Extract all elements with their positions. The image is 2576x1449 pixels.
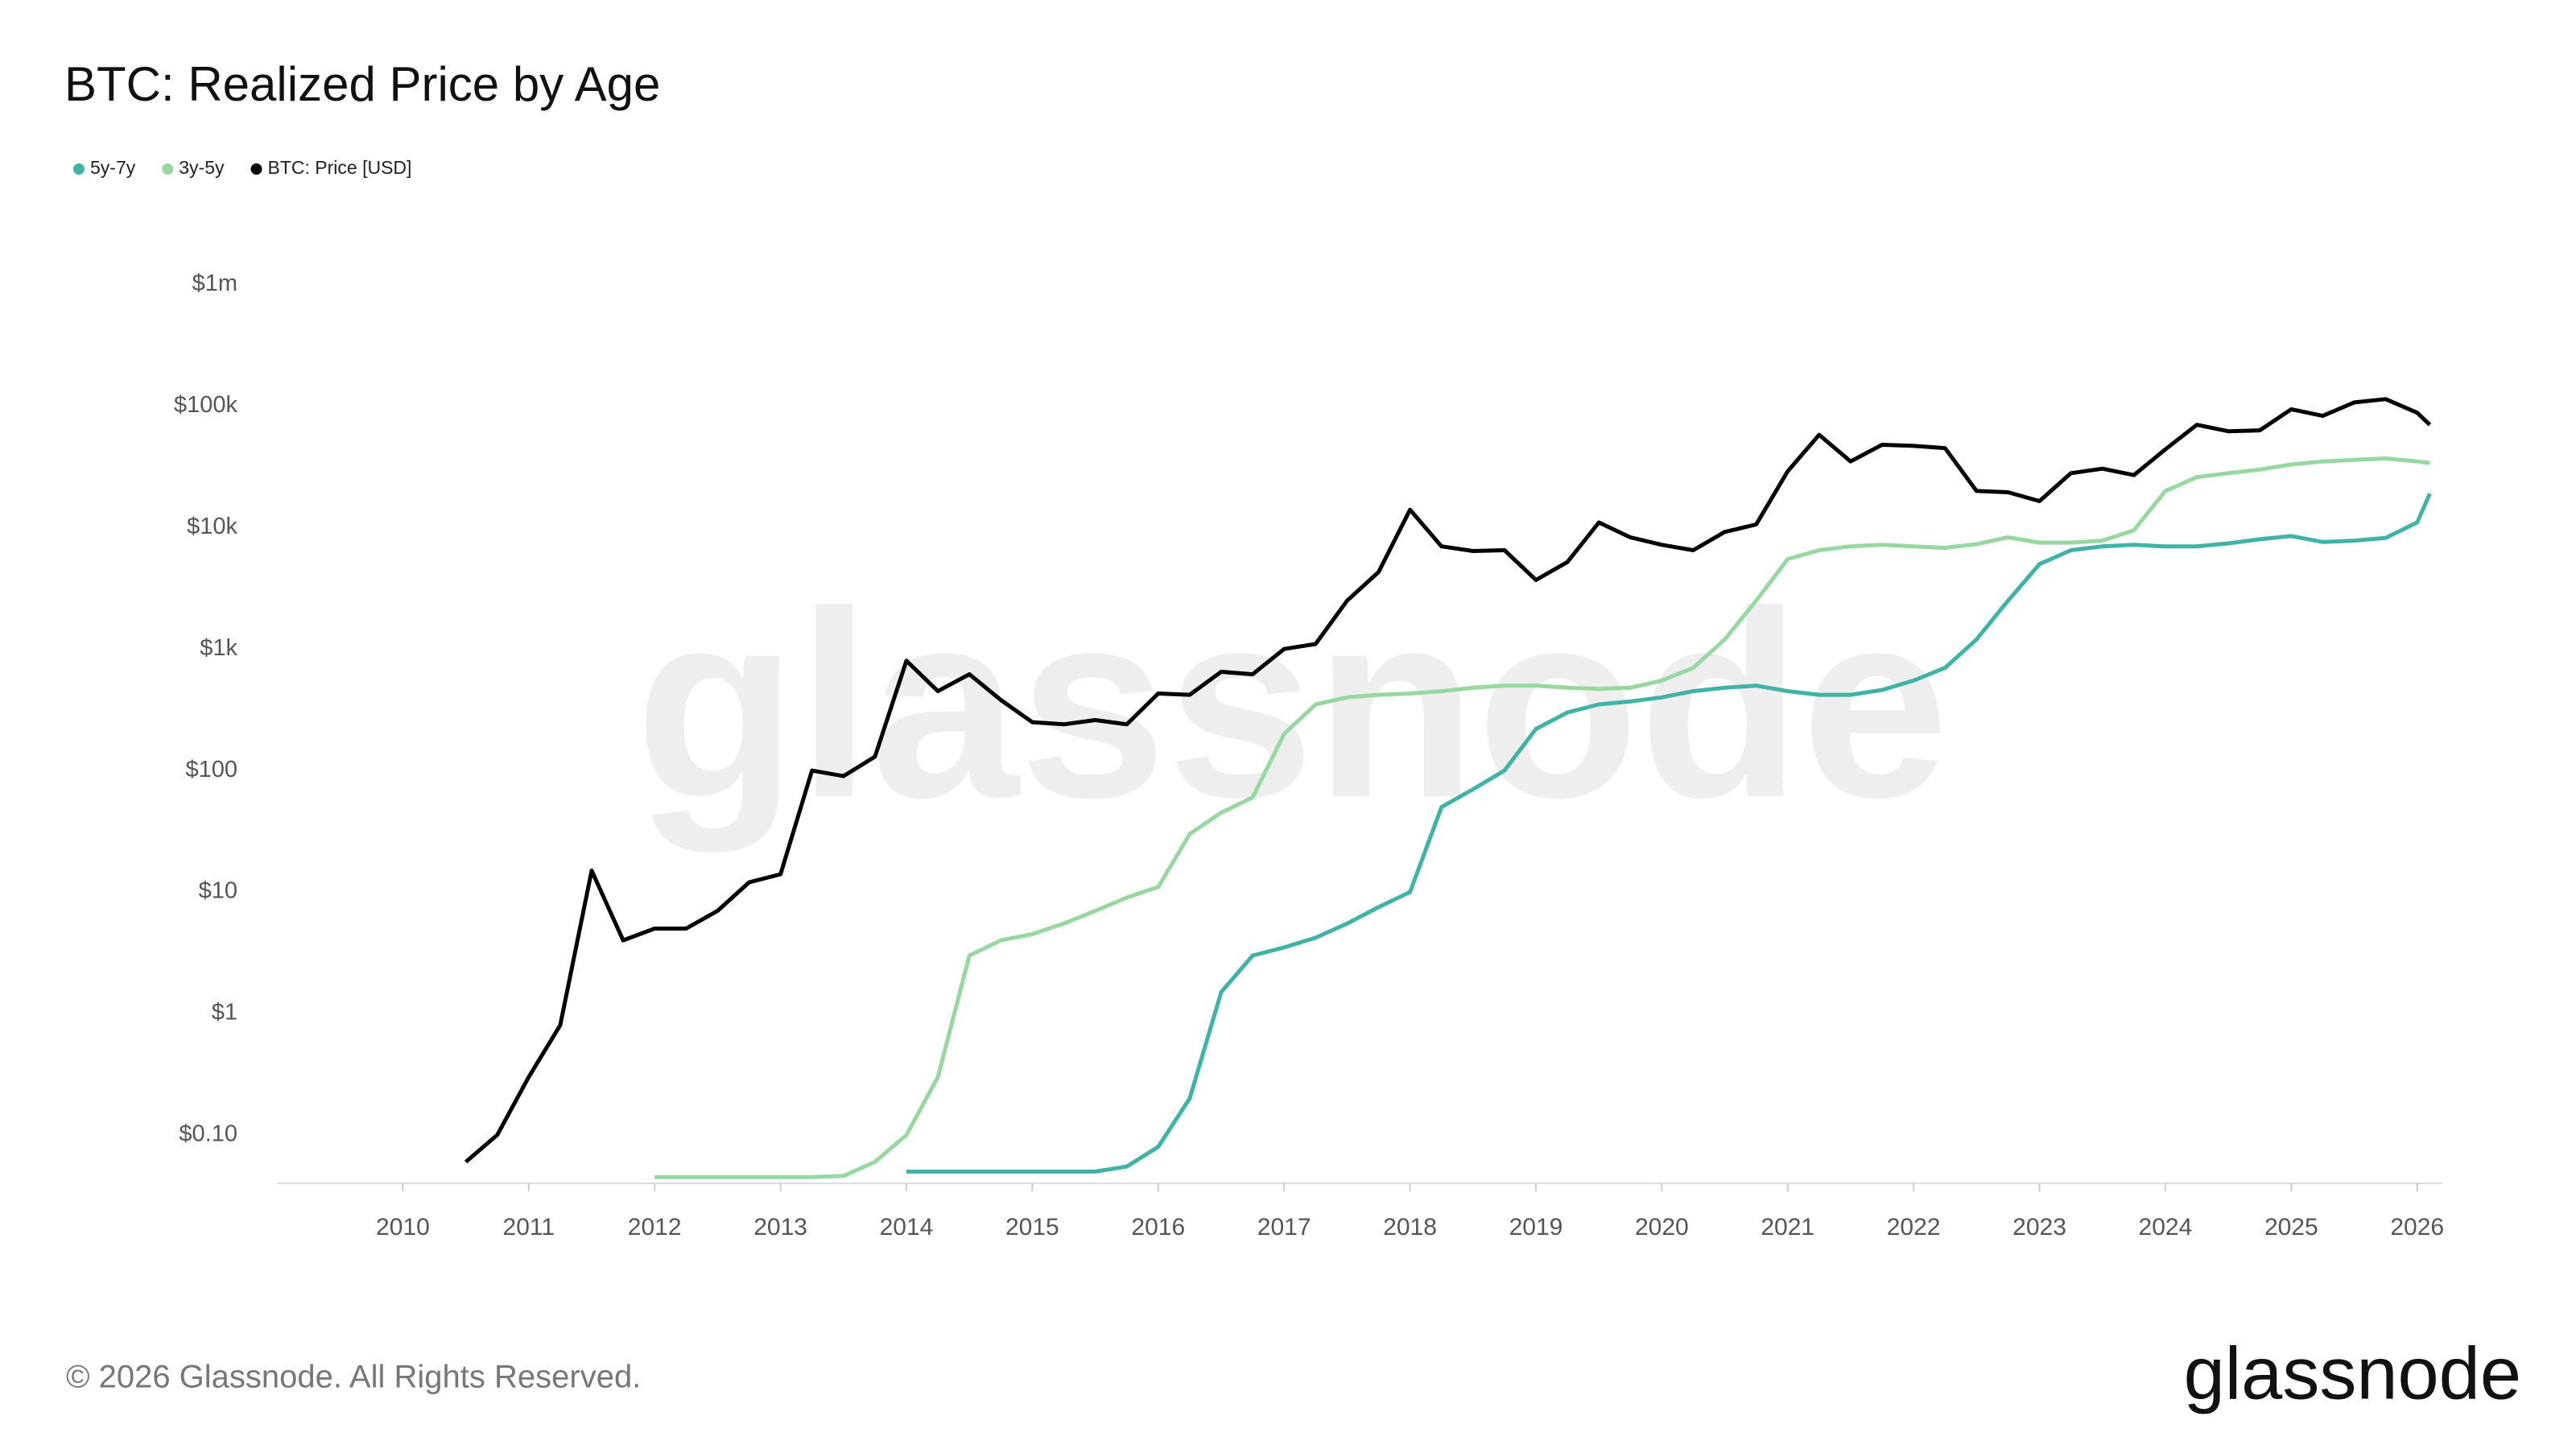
x-tick-label: 2012 bbox=[628, 1214, 682, 1241]
x-tick-label: 2020 bbox=[1635, 1214, 1689, 1241]
y-tick-label: $10k bbox=[187, 514, 237, 539]
y-tick-label: $1 bbox=[212, 1000, 237, 1026]
x-tick-label: 2025 bbox=[2264, 1214, 2318, 1241]
legend-marker bbox=[250, 163, 262, 175]
y-tick-label: $0.10 bbox=[179, 1121, 237, 1147]
x-tick-label: 2014 bbox=[880, 1214, 934, 1241]
series-line bbox=[464, 397, 2432, 1164]
y-tick-label: $100k bbox=[174, 392, 238, 418]
x-tick-label: 2015 bbox=[1005, 1214, 1059, 1241]
y-tick-label: $1k bbox=[200, 635, 237, 661]
legend-marker bbox=[162, 163, 174, 175]
x-tick-label: 2023 bbox=[2013, 1214, 2066, 1241]
y-tick-label: $100 bbox=[185, 757, 237, 782]
x-tick-label: 2018 bbox=[1383, 1214, 1437, 1241]
logo: glassnode bbox=[2184, 1332, 2521, 1414]
x-tick-label: 2024 bbox=[2139, 1214, 2193, 1241]
x-tick-label: 2026 bbox=[2390, 1214, 2444, 1241]
x-tick-label: 2021 bbox=[1761, 1214, 1814, 1241]
legend-label: BTC: Price [USD] bbox=[268, 157, 412, 178]
x-tick-label: 2013 bbox=[753, 1214, 807, 1241]
y-tick-label: $1m bbox=[192, 270, 237, 296]
legend-marker bbox=[73, 163, 85, 175]
legend-label: 5y-7y bbox=[90, 157, 136, 178]
chart-title: BTC: Realized Price by Age bbox=[64, 57, 660, 111]
x-tick-label: 2022 bbox=[1887, 1214, 1941, 1241]
watermark: glassnode bbox=[635, 555, 1949, 854]
x-tick-label: 2019 bbox=[1509, 1214, 1563, 1241]
legend-label: 3y-5y bbox=[179, 157, 225, 178]
x-tick-label: 2016 bbox=[1131, 1214, 1185, 1241]
x-tick-label: 2010 bbox=[376, 1214, 430, 1241]
x-tick-label: 2017 bbox=[1257, 1214, 1311, 1241]
series-line bbox=[654, 456, 2430, 1179]
copyright: © 2026 Glassnode. All Rights Reserved. bbox=[66, 1360, 641, 1395]
x-tick-label: 2011 bbox=[503, 1214, 555, 1241]
series-line bbox=[906, 493, 2432, 1174]
y-tick-label: $10 bbox=[199, 878, 237, 904]
